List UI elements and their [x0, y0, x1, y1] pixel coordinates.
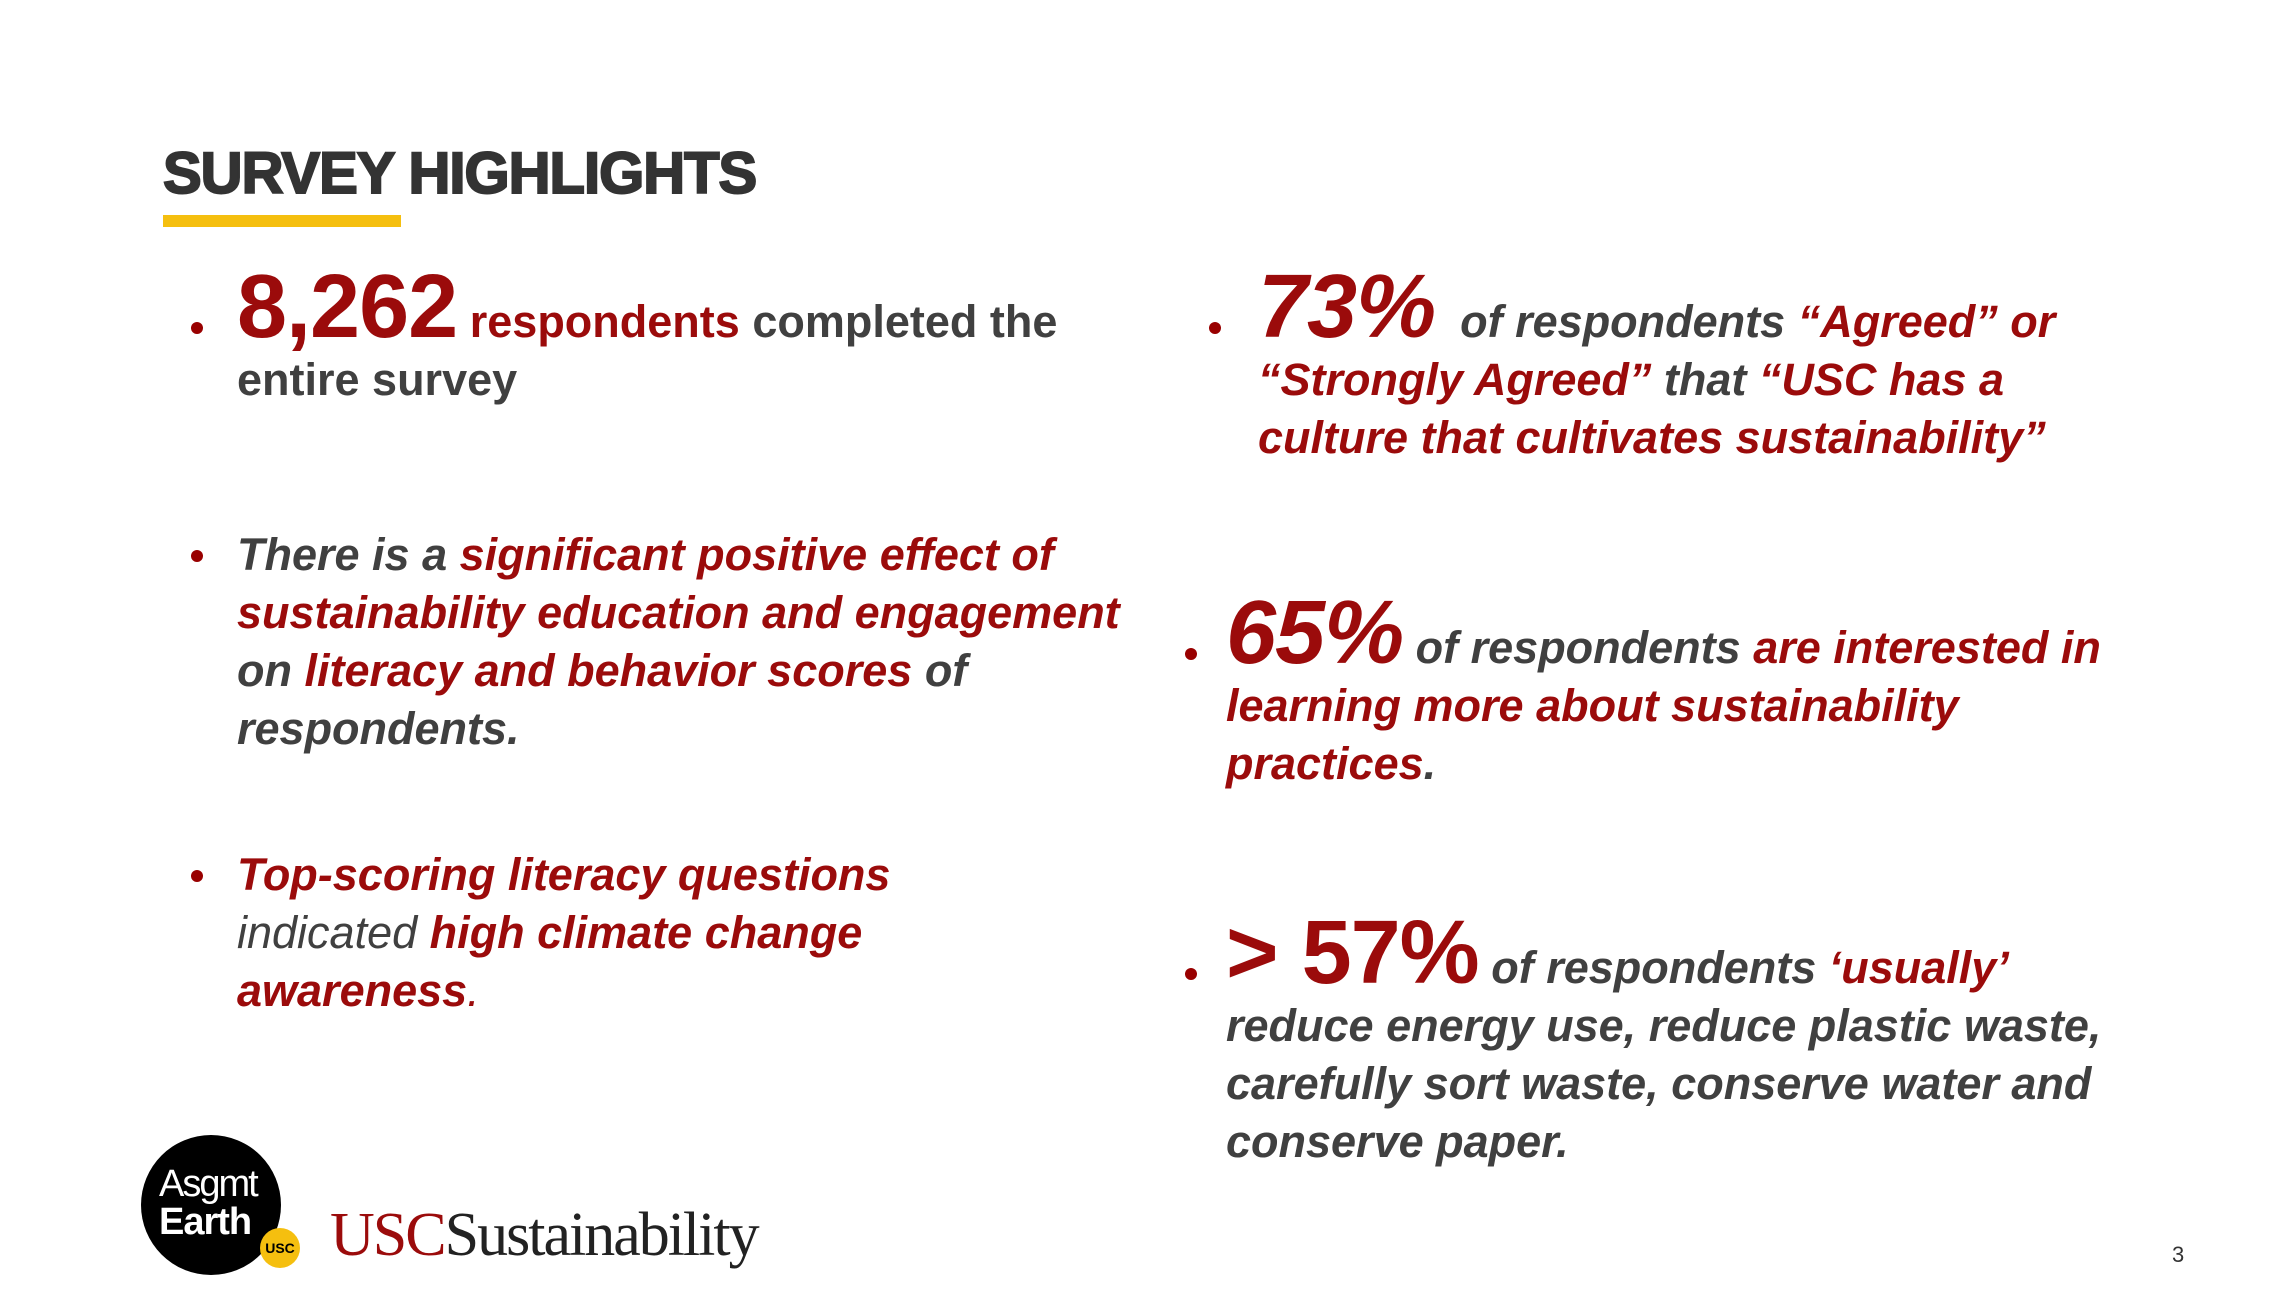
bullet: 73% of respondents “Agreed” or “Strongly… [1209, 262, 2138, 467]
brand-usc: USC [330, 1201, 447, 1269]
text-run: of respondents [1415, 622, 1741, 673]
bullet-dot [1185, 968, 1197, 980]
bullet-dot [1185, 648, 1197, 660]
bullet: Top-scoring literacy questions indicated… [191, 846, 1057, 1020]
bullet-dot [1209, 322, 1221, 334]
text-run: There is a [237, 529, 448, 580]
text-run: of respondents [1460, 296, 1786, 347]
text-run: completed the entire survey [237, 296, 1058, 405]
text-run: high climate change awareness [237, 907, 863, 1016]
text-run: Top-scoring literacy questions [237, 849, 891, 900]
bullet-dot [191, 322, 203, 334]
logo-text: Asgmt [159, 1163, 259, 1205]
text-run: literacy and behavior scores [304, 645, 913, 696]
text-run: of respondents. [237, 645, 968, 754]
bullet: There is a significant positive effect o… [191, 526, 1137, 758]
bullet: 65% of respondents are interested in lea… [1185, 588, 2146, 793]
title-underline [163, 215, 401, 227]
bullet-dot [191, 550, 203, 562]
text-run: respondents [469, 296, 740, 347]
bullet: 8,262 respondents completed the entire s… [191, 262, 1137, 409]
text-run: on [237, 645, 292, 696]
text-run: reduce energy use, reduce plastic waste,… [1226, 1000, 2102, 1167]
stat: 8,262 [237, 257, 458, 357]
text-run: . [1423, 738, 1437, 789]
logo-text: Earth [159, 1201, 252, 1243]
bullet: > 57% of respondents ‘usually’ reduce en… [1185, 908, 2146, 1171]
logo-badge: USC [260, 1228, 300, 1268]
stat: 73% [1258, 257, 1436, 357]
text-run: ‘usually’ [1828, 942, 2008, 993]
text-run: indicated [237, 907, 418, 958]
asgmt-earth-logo: Asgmt Earth [141, 1135, 281, 1275]
usc-sustainability-logo: USCSustainability [330, 1200, 760, 1271]
text-run: that [1663, 354, 1747, 405]
text-run: of respondents [1491, 942, 1817, 993]
slide-title: SURVEY HIGHLIGHTS [162, 140, 758, 207]
brand-word: Sustainability [444, 1201, 760, 1269]
text-run: significant positive effect of sustainab… [237, 529, 1120, 638]
page-number: 3 [2172, 1242, 2185, 1267]
text-run: . [467, 965, 480, 1016]
bullet-dot [191, 870, 203, 882]
text-run: “USC has a culture that cultivates susta… [1258, 354, 2046, 463]
stat: > 57% [1226, 903, 1480, 1003]
text-run: are interested in learning more about su… [1226, 622, 2101, 789]
text-run: “Agreed” or “Strongly Agreed” [1258, 296, 2056, 405]
stat: 65% [1226, 583, 1404, 683]
